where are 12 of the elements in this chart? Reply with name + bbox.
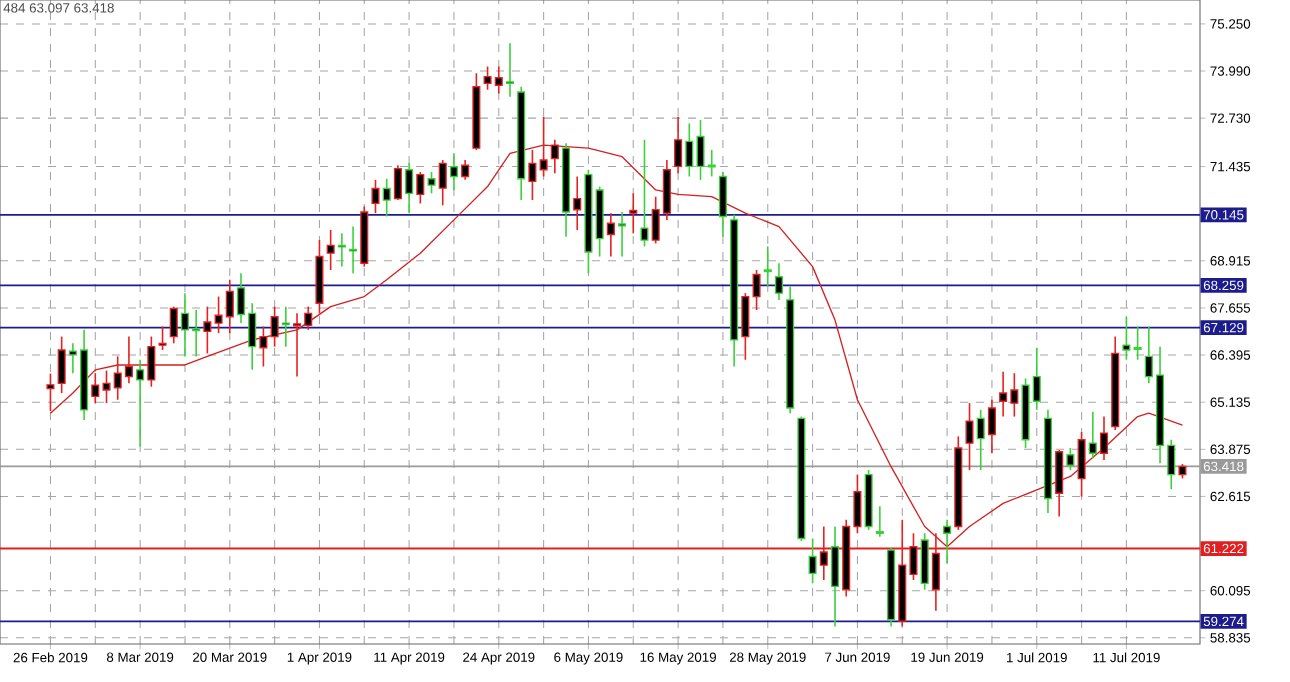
- candlestick: [752, 269, 761, 311]
- candlestick: [158, 325, 167, 351]
- candlestick: [46, 372, 55, 412]
- candlestick: [539, 115, 548, 178]
- candlestick: [1122, 315, 1131, 361]
- candlestick: [763, 245, 772, 288]
- candlestick: [1133, 325, 1142, 361]
- candlestick: [774, 262, 784, 301]
- candlestick: [875, 505, 884, 538]
- candlestick: [718, 171, 727, 238]
- candlestick: [315, 239, 324, 315]
- candlestick: [629, 192, 638, 235]
